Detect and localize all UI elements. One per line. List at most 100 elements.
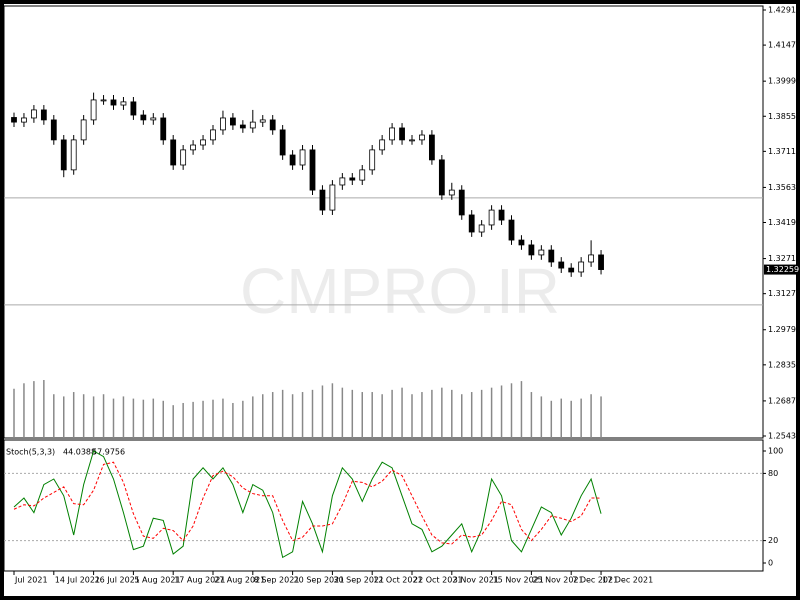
- stoch-line: [13, 461, 602, 545]
- candle-body: [239, 124, 246, 129]
- candle-body: [389, 127, 396, 141]
- candle-body: [80, 119, 87, 141]
- x-tick-label: 14 Jul 2021: [55, 576, 100, 585]
- stoch-signal-value: 57.9756: [92, 448, 125, 457]
- candle-body: [30, 109, 37, 119]
- x-tick-label: 5 Aug 2021: [134, 576, 180, 585]
- candle-body: [249, 121, 256, 129]
- candle-body: [399, 127, 405, 141]
- y-tick-label: 0: [768, 559, 773, 568]
- x-tick-label: 3 Nov 2021: [453, 576, 499, 585]
- y-tick-label: 100: [768, 447, 783, 456]
- price-panel: [3, 5, 764, 439]
- candle-body: [598, 254, 604, 270]
- y-tick-label: 1.35630: [768, 183, 800, 192]
- y-tick-label: 1.29790: [768, 325, 800, 334]
- y-tick-label: 1.28350: [768, 360, 800, 369]
- y-tick-label: 1.39990: [768, 77, 800, 86]
- candle-body: [269, 119, 276, 131]
- candle-body: [210, 129, 216, 141]
- x-tick-label: 20 Sep 2021: [294, 576, 345, 585]
- y-tick-label: 1.26870: [768, 396, 800, 405]
- y-tick-label: 1.31270: [768, 289, 800, 298]
- candle-body: [180, 149, 187, 166]
- y-tick-label: 1.37110: [768, 147, 800, 156]
- candle-body: [428, 134, 435, 161]
- candle-body: [40, 109, 47, 121]
- candle-body: [21, 117, 27, 123]
- y-tick-label: 1.38550: [768, 112, 800, 121]
- y-tick-label: 20: [768, 536, 778, 545]
- candle-body: [498, 209, 505, 221]
- candle-body: [409, 139, 415, 142]
- candle-body: [349, 177, 356, 181]
- candle-body: [90, 99, 97, 121]
- candle-body: [150, 117, 157, 121]
- candle-body: [50, 119, 57, 141]
- candle-body: [508, 219, 515, 241]
- candle-body: [379, 139, 386, 151]
- stoch-title: Stoch(5,3,3): [6, 448, 55, 457]
- candle-body: [110, 99, 117, 106]
- candle-body: [468, 214, 475, 233]
- candle-body: [359, 169, 366, 181]
- candle-body: [120, 101, 127, 106]
- candle-body: [70, 139, 77, 171]
- candle-body: [259, 119, 266, 123]
- candle-body: [528, 244, 535, 256]
- candle-body: [339, 177, 346, 186]
- candle-body: [140, 114, 147, 121]
- candle-body: [438, 159, 445, 196]
- x-tick-label: 17 Dec 2021: [602, 576, 653, 585]
- stoch-panel: [3, 439, 764, 572]
- x-tick-label: 22 Oct 2021: [413, 576, 462, 585]
- stoch-line: [13, 450, 602, 559]
- candle-body: [299, 149, 306, 166]
- x-tick-label: 15 Nov 2021: [493, 576, 544, 585]
- candle-body: [229, 117, 236, 126]
- stoch-main-value: 44.0388: [63, 448, 96, 457]
- y-tick-label: 1.25430: [768, 432, 800, 441]
- candle-body: [518, 239, 525, 246]
- candle-body: [11, 117, 17, 123]
- candle-body: [538, 249, 545, 256]
- candle-body: [289, 154, 296, 166]
- y-tick-label: 1.41470: [768, 41, 800, 50]
- candle-body: [588, 254, 594, 263]
- watermark: CMPRO.IR: [240, 255, 560, 327]
- x-tick-label: 7 Dec 2021: [572, 576, 618, 585]
- candle-body: [478, 224, 485, 233]
- x-tick-label: 26 Jul 2021: [95, 576, 140, 585]
- candle-body: [170, 139, 177, 166]
- candle-body: [419, 134, 425, 141]
- price-tag: [764, 264, 798, 275]
- candle-body: [220, 117, 226, 131]
- y-tick-label: 1.32710: [768, 254, 800, 263]
- candle-body: [309, 149, 316, 191]
- y-tick-label: 80: [768, 469, 778, 478]
- candle-body: [448, 189, 455, 196]
- y-tick-label: 1.42910: [768, 6, 800, 15]
- candle-body: [60, 139, 67, 171]
- price-tag-label: 1.32259: [766, 265, 799, 274]
- candle-body: [329, 184, 336, 211]
- candle-body: [279, 129, 286, 156]
- candle-body: [548, 249, 555, 263]
- x-tick-label: 30 Sep 2021: [333, 576, 384, 585]
- candle-body: [319, 189, 326, 211]
- candle-body: [369, 149, 376, 171]
- candle-body: [130, 101, 137, 116]
- x-tick-label: Jul 2021: [14, 576, 48, 585]
- candle-body: [488, 209, 495, 226]
- x-tick-label: 27 Aug 2021: [214, 576, 265, 585]
- x-tick-label: 12 Oct 2021: [373, 576, 422, 585]
- y-tick-label: 1.34190: [768, 218, 800, 227]
- candle-body: [558, 261, 565, 269]
- x-tick-label: 17 Aug 2021: [174, 576, 225, 585]
- candle-body: [160, 117, 167, 141]
- candle-body: [578, 261, 585, 273]
- candle-body: [100, 99, 107, 102]
- candle-body: [200, 139, 206, 146]
